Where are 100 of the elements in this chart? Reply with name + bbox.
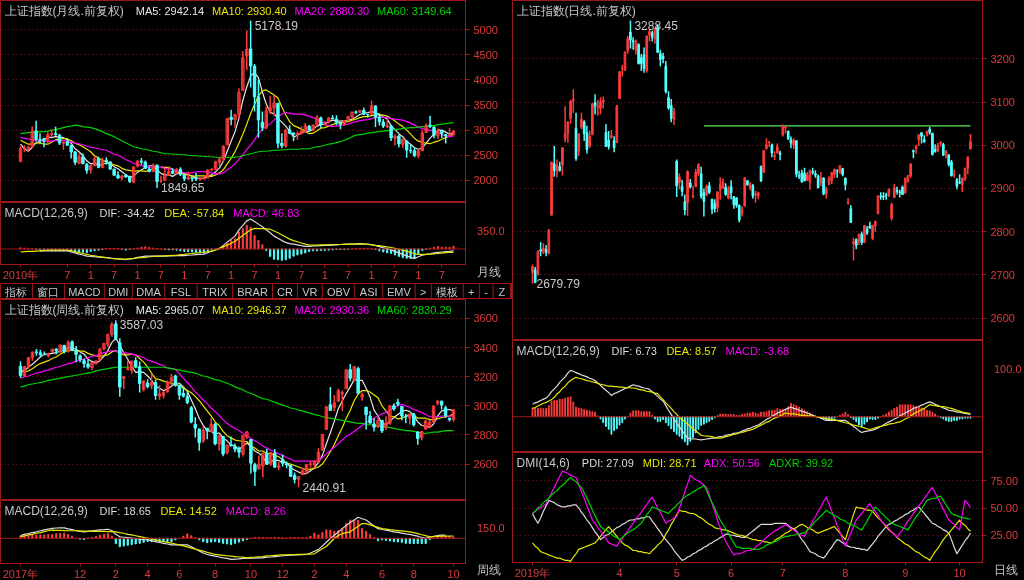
text: DIF: -34.42 [99, 206, 155, 219]
y-tick-label: 2700 [990, 268, 1015, 281]
y-tick-label: 3600 [473, 312, 498, 325]
x-tick-label: 12 [276, 567, 289, 580]
x-tick-label: 2 [311, 567, 318, 580]
x-tick-label: 1 [134, 268, 141, 281]
annotation: 1849.65 [161, 181, 205, 196]
y-tick-label: 3200 [990, 52, 1015, 65]
text: MACD: -3.68 [725, 344, 790, 357]
x-tick-label: 1 [415, 268, 422, 281]
y-tick-label: 2800 [990, 225, 1015, 238]
chart-title: 上证指数(周线.前复权) [4, 302, 124, 317]
x-tick-label: 10 [244, 567, 258, 580]
text: OBV [326, 285, 351, 298]
x-tick-label: 7 [298, 268, 305, 281]
y-tick-label: 50.00 [990, 502, 1019, 515]
text: VR [302, 285, 318, 298]
text: ADXR: 39.92 [769, 456, 834, 469]
x-tick-label: 4 [616, 566, 623, 579]
x-tick-label: 10 [447, 567, 460, 580]
text: MA20: 2880.30 [294, 4, 370, 17]
text: 指标 [4, 285, 28, 298]
series-label: ADX: 50.56 [703, 456, 760, 469]
y-tick-label: 2600 [473, 458, 498, 471]
y-tick-label: 4000 [473, 73, 498, 86]
x-tick-label: 7 [204, 268, 211, 281]
text: MA10: 2930.40 [212, 4, 287, 17]
x-tick-label: 2019年 [514, 566, 551, 579]
x-tick-label: 1 [228, 268, 235, 281]
text: TRIX [202, 285, 229, 298]
text: MDI: 28.71 [642, 456, 697, 469]
y-tick-label: 3400 [473, 341, 498, 354]
text: DEA: 14.52 [160, 504, 217, 517]
x-tick-label: 8 [212, 567, 219, 580]
x-tick-label: 8 [410, 567, 417, 580]
x-tick-label: 1 [368, 268, 375, 281]
x-axis-title: 周线 [477, 563, 501, 577]
text: MACD: 8.26 [225, 504, 286, 517]
x-tick-label: 7 [157, 268, 164, 281]
chart-title: 上证指数(月线.前复权) [4, 3, 124, 18]
chart-title: DMI(14,6) [516, 455, 570, 470]
text: - [484, 285, 489, 298]
x-tick-label: 7 [345, 268, 352, 281]
x-tick-label: 9 [902, 566, 909, 579]
x-tick-label: 5 [673, 566, 680, 579]
x-tick-label: 2010年 [2, 268, 39, 281]
text: FSL [170, 285, 192, 298]
text: MA5: 2965.07 [135, 303, 205, 316]
x-tick-label: 6 [176, 567, 183, 580]
text: DMA [136, 285, 162, 298]
text: BRAR [237, 285, 268, 298]
y-tick-label: 2900 [990, 182, 1015, 195]
x-tick-label: 10 [953, 566, 966, 579]
y-tick-label: 5000 [473, 23, 498, 36]
annotation: 3288.45 [634, 18, 679, 33]
x-tick-label: 1 [274, 268, 282, 281]
text: MACD [68, 285, 101, 298]
text: + [468, 285, 475, 298]
chart-title: MACD(12,26,9) [516, 343, 600, 358]
text: 150.0 [477, 521, 505, 535]
y-tick-label: 3000 [473, 399, 498, 412]
series-label: DIF: 18.65 [99, 504, 151, 517]
text: > [419, 285, 427, 298]
text: MA60: 3149.64 [377, 4, 452, 17]
text: MA60: 2830.29 [377, 303, 452, 316]
text: DEA: -57.84 [164, 206, 225, 219]
x-tick-label: 7 [111, 268, 118, 281]
y-tick-label: 2800 [473, 428, 498, 441]
x-tick-label: 12 [73, 567, 87, 580]
x-tick-label: 1 [321, 268, 328, 281]
text: 模板 [436, 285, 459, 298]
x-tick-label: 4 [343, 567, 350, 580]
y-tick-label: 3000 [990, 139, 1015, 152]
text: MA10: 2946.37 [212, 303, 287, 316]
x-tick-label: 6 [728, 566, 735, 579]
x-tick-label: 7 [251, 268, 258, 281]
x-tick-label: 4 [144, 567, 151, 580]
chart-title: MACD(12,26,9) [4, 205, 88, 220]
x-tick-label: 7 [779, 566, 786, 579]
x-tick-label: 7 [438, 268, 445, 281]
x-tick-label: 1 [181, 268, 188, 281]
x-tick-label: 2 [112, 567, 119, 580]
y-tick-label: 3000 [473, 124, 498, 137]
y-tick-label: 3200 [473, 370, 498, 383]
text: PDI: 27.09 [581, 456, 634, 469]
x-tick-label: 8 [842, 566, 849, 579]
text: 100.0 [994, 362, 1022, 376]
text: DEA: 8.57 [666, 344, 717, 357]
text: CR [277, 285, 293, 298]
annotation: 2440.91 [302, 480, 347, 495]
text: MACD: 46.83 [233, 206, 300, 219]
text: MA5: 2942.14 [135, 4, 205, 17]
y-tick-label: 4500 [473, 48, 498, 61]
annotation: 2679.79 [536, 277, 581, 292]
x-tick-label: 2017年 [2, 567, 39, 580]
text: MA20: 2930.36 [294, 303, 370, 316]
annotation: 3587.03 [119, 318, 164, 333]
annotation: 5178.19 [254, 18, 299, 33]
y-tick-label: 75.00 [990, 474, 1019, 487]
y-tick-label: 25.00 [990, 529, 1019, 542]
